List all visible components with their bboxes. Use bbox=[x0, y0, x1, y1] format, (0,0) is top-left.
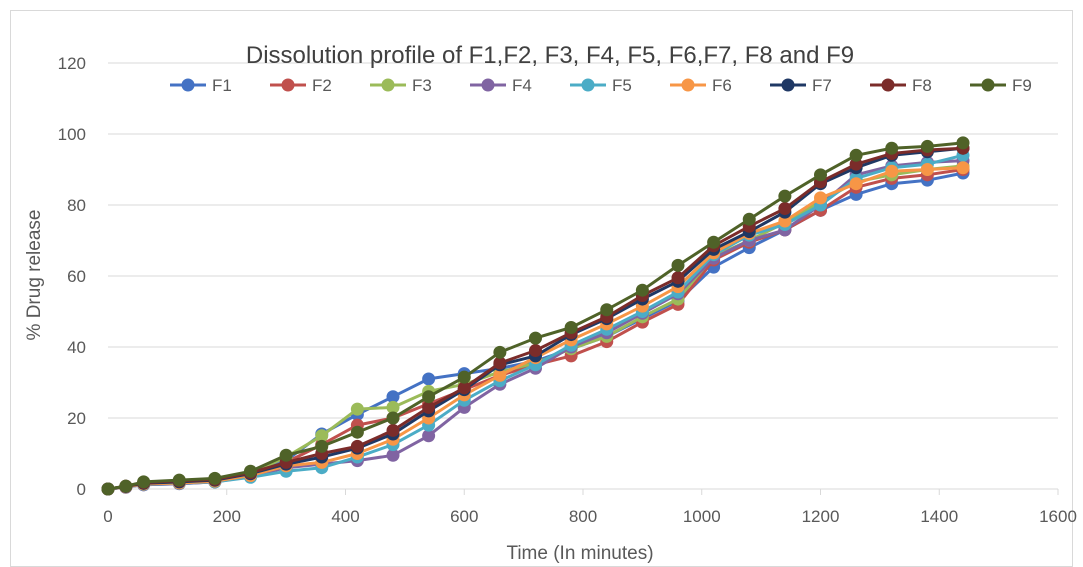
legend-label: F2 bbox=[312, 76, 332, 95]
y-axis-title: % Drug release bbox=[24, 210, 45, 341]
legend-label: F9 bbox=[1012, 76, 1032, 95]
legend-item-f3: F3 bbox=[370, 76, 432, 95]
series-f9 bbox=[101, 136, 970, 496]
data-point-f8 bbox=[422, 400, 436, 414]
data-point-f9 bbox=[778, 189, 792, 203]
data-point-f8 bbox=[457, 381, 471, 395]
legend-label: F3 bbox=[412, 76, 432, 95]
data-point-f9 bbox=[172, 473, 186, 487]
data-point-f9 bbox=[493, 345, 507, 359]
legend-label: F5 bbox=[612, 76, 632, 95]
y-tick-label: 40 bbox=[67, 338, 86, 357]
legend-swatch-marker bbox=[681, 78, 695, 92]
legend-swatch-marker bbox=[181, 78, 195, 92]
x-tick-label: 1600 bbox=[1039, 507, 1077, 526]
legend-label: F6 bbox=[712, 76, 732, 95]
data-point-f9 bbox=[849, 148, 863, 162]
x-tick-label: 1200 bbox=[802, 507, 840, 526]
x-tick-label: 1000 bbox=[683, 507, 721, 526]
data-point-f9 bbox=[422, 390, 436, 404]
legend-swatch-marker bbox=[881, 78, 895, 92]
x-tick-label: 400 bbox=[331, 507, 359, 526]
data-point-f9 bbox=[350, 425, 364, 439]
legend-swatch-marker bbox=[981, 78, 995, 92]
legend-item-f1: F1 bbox=[170, 76, 232, 95]
legend-item-f7: F7 bbox=[770, 76, 832, 95]
legend-label: F8 bbox=[912, 76, 932, 95]
legend-swatch-marker bbox=[781, 78, 795, 92]
x-tick-label: 600 bbox=[450, 507, 478, 526]
legend-item-f9: F9 bbox=[970, 76, 1032, 95]
legend-item-f2: F2 bbox=[270, 76, 332, 95]
legend-swatch-marker bbox=[381, 78, 395, 92]
data-point-f9 bbox=[635, 283, 649, 297]
data-point-f9 bbox=[529, 331, 542, 345]
legend-item-f6: F6 bbox=[670, 76, 732, 95]
x-tick-label: 200 bbox=[213, 507, 241, 526]
legend-swatch-marker bbox=[481, 78, 495, 92]
data-point-f9 bbox=[600, 303, 614, 317]
legend-item-f8: F8 bbox=[870, 76, 932, 95]
data-point-f6 bbox=[849, 177, 863, 191]
data-point-f9 bbox=[707, 235, 721, 249]
data-point-f9 bbox=[564, 320, 578, 334]
data-point-f3 bbox=[386, 400, 400, 414]
data-point-f3 bbox=[350, 402, 364, 416]
data-point-f1 bbox=[386, 390, 400, 404]
chart-title: Dissolution profile of F1,F2, F3, F4, F5… bbox=[246, 42, 854, 69]
data-point-f9 bbox=[386, 411, 400, 425]
data-point-f8 bbox=[350, 439, 364, 453]
y-tick-label: 80 bbox=[67, 196, 86, 215]
data-point-f9 bbox=[208, 471, 222, 485]
data-point-f6 bbox=[920, 163, 934, 176]
chart-border bbox=[10, 10, 1073, 567]
data-point-f9 bbox=[137, 475, 151, 489]
legend-label: F7 bbox=[812, 76, 832, 95]
data-point-f9 bbox=[814, 168, 827, 182]
x-tick-label: 800 bbox=[569, 507, 597, 526]
data-point-f9 bbox=[101, 482, 115, 496]
data-point-f6 bbox=[956, 161, 970, 175]
legend-item-f4: F4 bbox=[470, 76, 532, 95]
data-point-f9 bbox=[671, 258, 685, 272]
data-point-f9 bbox=[742, 212, 756, 226]
y-tick-label: 100 bbox=[58, 125, 86, 144]
data-point-f9 bbox=[956, 136, 970, 150]
data-point-f6 bbox=[493, 368, 507, 382]
data-point-f8 bbox=[386, 423, 400, 437]
data-point-f4 bbox=[422, 429, 436, 443]
data-point-f9 bbox=[885, 141, 899, 155]
data-point-f9 bbox=[244, 464, 257, 478]
data-point-f8 bbox=[493, 356, 507, 370]
data-point-f4 bbox=[386, 448, 400, 462]
y-tick-label: 60 bbox=[67, 267, 86, 286]
legend-label: F4 bbox=[512, 76, 532, 95]
data-point-f9 bbox=[315, 439, 329, 453]
data-point-f8 bbox=[529, 344, 542, 358]
legend-item-f5: F5 bbox=[570, 76, 632, 95]
x-tick-label: 0 bbox=[103, 507, 112, 526]
data-point-f6 bbox=[814, 191, 827, 205]
y-tick-label: 120 bbox=[58, 54, 86, 73]
y-tick-label: 0 bbox=[77, 480, 86, 499]
data-point-f9 bbox=[920, 139, 934, 153]
data-point-f3 bbox=[315, 429, 329, 443]
data-point-f9 bbox=[119, 479, 133, 493]
x-tick-label: 1400 bbox=[920, 507, 958, 526]
data-point-f9 bbox=[457, 370, 471, 384]
legend-label: F1 bbox=[212, 76, 232, 95]
data-point-f8 bbox=[671, 271, 685, 285]
y-tick-label: 20 bbox=[67, 409, 86, 428]
data-point-f6 bbox=[885, 164, 899, 178]
legend-swatch-marker bbox=[581, 78, 595, 92]
x-axis-title: Time (In minutes) bbox=[506, 543, 653, 564]
legend-swatch-marker bbox=[281, 78, 295, 92]
data-point-f8 bbox=[778, 202, 792, 216]
data-point-f9 bbox=[279, 448, 293, 462]
data-point-f1 bbox=[422, 372, 436, 386]
